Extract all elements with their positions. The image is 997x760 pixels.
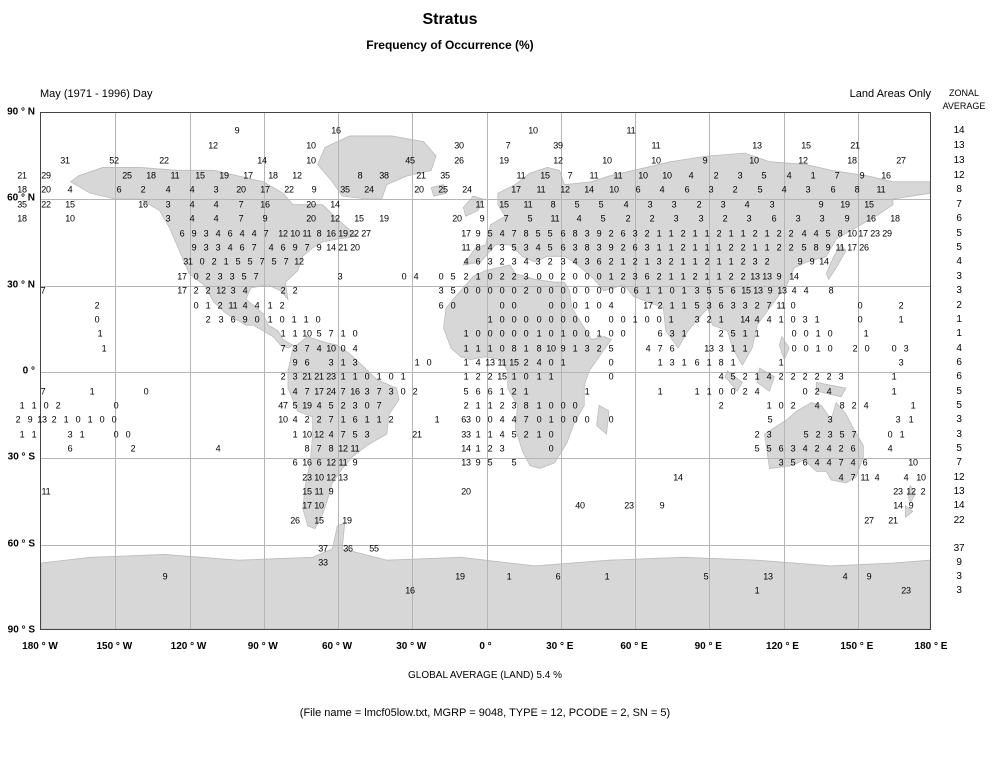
zonal-average-value: 3	[956, 271, 962, 282]
x-axis-label: 30 ° E	[546, 641, 574, 652]
x-axis-label: 30 ° W	[396, 641, 427, 652]
gridline-vertical	[189, 113, 191, 629]
grid-value: 1	[31, 429, 37, 440]
zonal-average-value: 2	[956, 300, 962, 311]
zonal-average-value: 5	[956, 242, 962, 253]
gridline-horizontal	[41, 544, 930, 546]
grid-value: 1	[19, 429, 25, 440]
page-subtitle: Frequency of Occurrence (%)	[366, 38, 534, 52]
coverage-label: Land Areas Only	[849, 88, 931, 100]
y-axis-label: 60 ° N	[7, 192, 35, 204]
zonal-header-line1: ZONAL	[948, 88, 979, 98]
page-title: Stratus	[422, 11, 478, 28]
x-axis-label: 180 ° W	[22, 641, 58, 652]
zonal-average-value: 1	[956, 328, 962, 339]
zonal-average-value: 13	[953, 140, 965, 151]
grid-value: 18	[17, 184, 27, 195]
x-axis-label: 90 ° W	[247, 641, 278, 652]
zonal-average-value: 6	[956, 213, 962, 224]
gridline-horizontal	[41, 285, 930, 287]
gridline-horizontal	[41, 199, 930, 201]
period-label: May (1971 - 1996) Day	[40, 88, 153, 100]
zonal-average-value: 14	[953, 125, 965, 136]
x-axis-label: 0 °	[479, 641, 492, 652]
gridline-horizontal	[41, 458, 930, 460]
y-axis-label: 0 °	[22, 365, 35, 377]
grid-value: 21	[17, 170, 27, 181]
gridline-vertical	[857, 113, 859, 629]
global-average-label: GLOBAL AVERAGE (LAND) 5.4 %	[408, 670, 562, 681]
y-axis-label: 30 ° S	[7, 451, 35, 463]
gridline-vertical	[486, 113, 488, 629]
gridline-vertical	[263, 113, 265, 629]
zonal-average-value: 37	[953, 543, 965, 554]
x-axis-label: 180 ° E	[914, 641, 948, 652]
gridline-vertical	[635, 113, 636, 629]
zonal-average-value: 1	[956, 314, 962, 325]
zonal-average-value: 4	[956, 343, 962, 354]
zonal-average-value: 3	[956, 429, 962, 440]
zonal-average-value: 12	[953, 170, 965, 181]
gridline-vertical	[412, 113, 414, 629]
x-axis-label: 150 ° W	[96, 641, 133, 652]
gridline-vertical	[783, 113, 785, 629]
zonal-average-value: 5	[956, 228, 962, 239]
grid-value: 1	[31, 400, 37, 411]
gridline-vertical	[709, 113, 711, 629]
zonal-average-value: 3	[956, 571, 962, 582]
gridline-vertical	[115, 113, 117, 629]
zonal-average-value: 5	[956, 386, 962, 397]
zonal-average-value: 4	[956, 256, 962, 267]
zonal-average-value: 14	[953, 500, 965, 511]
zonal-average-value: 6	[956, 357, 962, 368]
zonal-average-value: 3	[956, 414, 962, 425]
x-axis-label: 150 ° E	[840, 641, 874, 652]
x-axis-label: 90 ° E	[694, 641, 722, 652]
world-map	[41, 135, 930, 629]
zonal-average-value: 22	[953, 515, 965, 526]
x-axis-label: 60 ° E	[620, 641, 648, 652]
grid-value: 9	[27, 414, 33, 425]
file-info-label: (File name = lmcf05low.txt, MGRP = 9048,…	[299, 707, 671, 719]
zonal-average-value: 5	[956, 443, 962, 454]
zonal-average-value: 5	[956, 400, 962, 411]
gridline-vertical	[338, 113, 339, 629]
zonal-average-value: 3	[956, 585, 962, 596]
x-axis-label: 120 ° W	[170, 641, 207, 652]
x-axis-label: 60 ° W	[321, 641, 353, 652]
gridline-vertical	[560, 113, 562, 629]
zonal-average-value: 12	[953, 472, 965, 483]
zonal-average-value: 8	[956, 184, 962, 195]
y-axis-label: 90 ° N	[7, 106, 35, 118]
gridline-horizontal	[41, 372, 930, 373]
zonal-average-value: 13	[953, 486, 965, 497]
zonal-average-value: 13	[953, 155, 965, 166]
map-plot	[40, 112, 931, 630]
x-axis-label: 120 ° E	[766, 641, 799, 652]
grid-value: 18	[17, 213, 27, 224]
grid-value: 1	[19, 400, 25, 411]
y-axis-label: 60 ° S	[7, 538, 35, 550]
zonal-header-line2: AVERAGE	[942, 101, 986, 112]
y-axis-label: 30 ° N	[7, 279, 35, 291]
zonal-average-value: 3	[956, 285, 962, 296]
landmass-shapes	[41, 135, 930, 629]
grid-value: 2	[15, 414, 21, 425]
y-axis-label: 90 ° S	[7, 624, 35, 636]
zonal-average-value: 7	[956, 457, 962, 468]
zonal-average-value: 7	[956, 199, 962, 210]
zonal-average-value: 6	[956, 371, 962, 382]
grid-value: 35	[17, 199, 27, 210]
zonal-average-header: ZONAL AVERAGE	[933, 87, 995, 113]
zonal-average-value: 9	[956, 557, 962, 568]
